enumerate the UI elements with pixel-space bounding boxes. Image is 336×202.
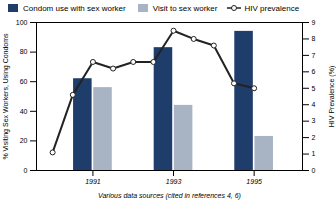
svg-text:0: 0 [24, 167, 28, 174]
svg-text:60: 60 [20, 78, 28, 85]
svg-text:2: 2 [312, 134, 316, 141]
svg-text:Various data sources (cited in: Various data sources (cited in reference… [98, 192, 241, 200]
svg-text:4: 4 [312, 101, 316, 108]
html-text:Visit to sex worker: Visit to sex worker [152, 3, 218, 13]
svg-text:0: 0 [312, 167, 316, 174]
svg-text:3: 3 [312, 117, 316, 124]
svg-text:100: 100 [16, 19, 28, 26]
svg-text:HIV Prevalence (%): HIV Prevalence (%) [328, 66, 336, 127]
svg-text:8: 8 [312, 35, 316, 42]
svg-text:5: 5 [312, 85, 316, 92]
svg-text:80: 80 [20, 48, 28, 55]
svg-text:7: 7 [312, 52, 316, 59]
svg-text:9: 9 [312, 19, 316, 26]
html-text:HIV prevalence: HIV prevalence [244, 3, 300, 13]
svg-text:40: 40 [20, 108, 28, 115]
svg-text:1: 1 [312, 150, 316, 157]
svg-text:1995: 1995 [246, 178, 262, 185]
html-text:Condom use with sex worker: Condom use with sex worker [23, 3, 126, 13]
svg-text:1991: 1991 [85, 178, 101, 185]
svg-text:% Visiting Sex Workers, Using: % Visiting Sex Workers, Using Condoms [2, 33, 10, 160]
svg-text:6: 6 [312, 68, 316, 75]
svg-text:1993: 1993 [166, 178, 182, 185]
svg-text:20: 20 [20, 137, 28, 144]
